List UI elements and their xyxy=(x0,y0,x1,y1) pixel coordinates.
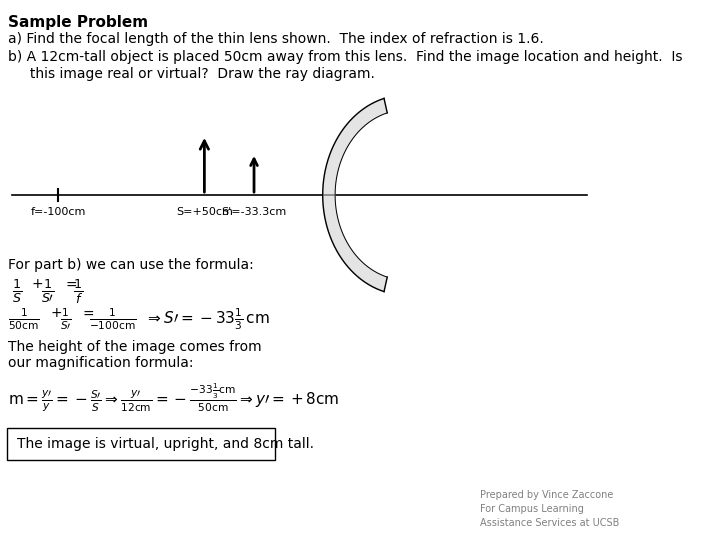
Text: $\Rightarrow S\prime = -33\frac{1}{3}\,\mathrm{cm}$: $\Rightarrow S\prime = -33\frac{1}{3}\,\… xyxy=(145,306,269,332)
Text: b) A 12cm-tall object is placed 50cm away from this lens.  Find the image locati: b) A 12cm-tall object is placed 50cm awa… xyxy=(8,50,683,64)
Text: $\frac{1}{f}$: $\frac{1}{f}$ xyxy=(73,277,83,306)
Text: our magnification formula:: our magnification formula: xyxy=(8,356,194,370)
Text: $\frac{1}{S}$: $\frac{1}{S}$ xyxy=(12,277,22,305)
Text: The height of the image comes from: The height of the image comes from xyxy=(8,340,262,354)
Text: For Campus Learning: For Campus Learning xyxy=(480,504,584,514)
Text: $\frac{1}{S\prime}$: $\frac{1}{S\prime}$ xyxy=(41,277,55,305)
Text: $\frac{1}{-100\mathrm{cm}}$: $\frac{1}{-100\mathrm{cm}}$ xyxy=(89,306,136,332)
Text: $+$: $+$ xyxy=(32,277,44,291)
Polygon shape xyxy=(323,98,387,292)
Text: Assistance Services at UCSB: Assistance Services at UCSB xyxy=(480,518,619,528)
Text: $=$: $=$ xyxy=(80,306,95,320)
Text: a) Find the focal length of the thin lens shown.  The index of refraction is 1.6: a) Find the focal length of the thin len… xyxy=(8,32,544,46)
Text: $+$: $+$ xyxy=(50,306,62,320)
Text: Sample Problem: Sample Problem xyxy=(8,15,148,30)
Text: $\mathrm{m} = \frac{y\prime}{y} = -\frac{S\prime}{S} \Rightarrow \frac{y\prime}{: $\mathrm{m} = \frac{y\prime}{y} = -\frac… xyxy=(8,382,340,414)
Text: f=-100cm: f=-100cm xyxy=(30,207,86,217)
Text: The image is virtual, upright, and 8cm tall.: The image is virtual, upright, and 8cm t… xyxy=(17,437,313,451)
Text: $\frac{1}{S\prime}$: $\frac{1}{S\prime}$ xyxy=(60,306,71,332)
Text: this image real or virtual?  Draw the ray diagram.: this image real or virtual? Draw the ray… xyxy=(8,67,375,81)
FancyBboxPatch shape xyxy=(6,428,275,460)
Text: For part b) we can use the formula:: For part b) we can use the formula: xyxy=(8,258,254,272)
Text: Prepared by Vince Zaccone: Prepared by Vince Zaccone xyxy=(480,490,613,500)
Text: S=+50cm: S=+50cm xyxy=(176,207,233,217)
Text: S'=-33.3cm: S'=-33.3cm xyxy=(221,207,287,217)
Text: $=$: $=$ xyxy=(63,277,78,291)
Text: $\frac{1}{50\mathrm{cm}}$: $\frac{1}{50\mathrm{cm}}$ xyxy=(8,306,40,332)
